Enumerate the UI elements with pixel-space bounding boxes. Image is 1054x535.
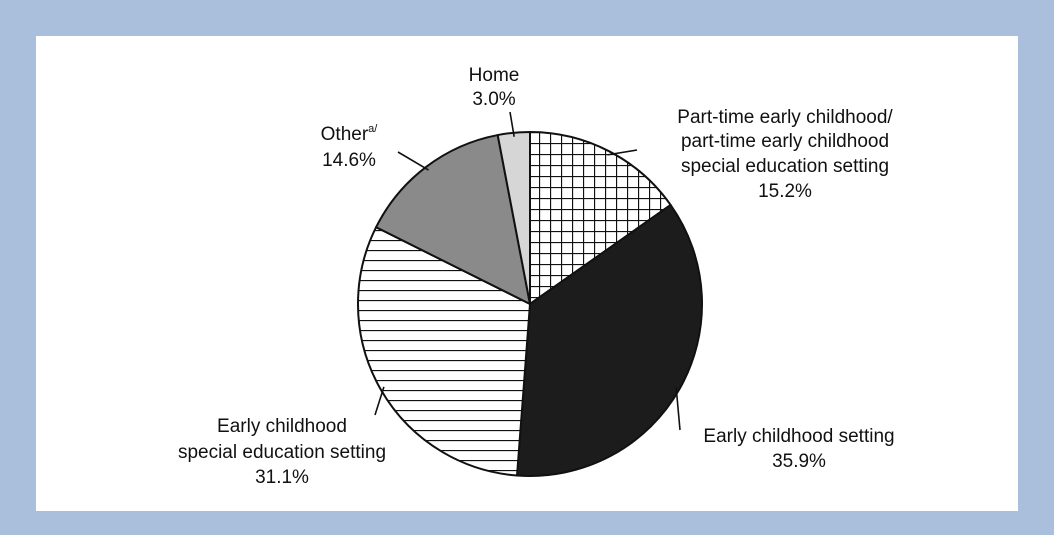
early-childhood-label: Early childhood setting [703,426,894,447]
svg-text:Part-time early childhood/: Part-time early childhood/ [677,107,893,128]
svg-text:special education setting: special education setting [178,442,386,463]
home-leader [509,111,515,137]
special-ed-value: 31.1% [255,467,309,488]
svg-text:15.2%: 15.2% [758,181,812,202]
svg-text:35.9%: 35.9% [772,451,826,472]
svg-text:Early childhood: Early childhood [217,416,347,437]
part-time-label-line-1: Part-time early childhood/ [677,107,893,128]
other-leader [397,151,429,171]
early-childhood-value: 35.9% [772,451,826,472]
svg-text:Othera/: Othera/ [321,123,379,145]
special-ed-label-line-1: Early childhood [217,416,347,437]
svg-text:3.0%: 3.0% [472,89,515,110]
svg-text:Early childhood setting: Early childhood setting [703,426,894,447]
other-value: 14.6% [322,150,376,171]
special-ed-leader [374,386,385,416]
early-childhood-slice [516,203,703,477]
other-footnote-marker: a/ [368,123,378,135]
special-ed-slice [357,226,531,477]
home-label: Home [469,65,520,86]
special-ed-label-line-2: special education setting [178,442,386,463]
other-label: Other [321,124,369,145]
other-slice [375,134,531,305]
home-value: 3.0% [472,89,515,110]
svg-text:31.1%: 31.1% [255,467,309,488]
svg-text:Home: Home [469,65,520,86]
early-childhood-leader [675,386,681,431]
part-time-label-line-2: part-time early childhood [681,131,889,152]
part-time-leader [607,149,638,156]
part-time-value: 15.2% [758,181,812,202]
svg-text:part-time early childhood: part-time early childhood [681,131,889,152]
svg-text:special education setting: special education setting [681,156,889,177]
part-time-label-line-3: special education setting [681,156,889,177]
svg-text:14.6%: 14.6% [322,150,376,171]
part-time-slice [529,131,672,305]
